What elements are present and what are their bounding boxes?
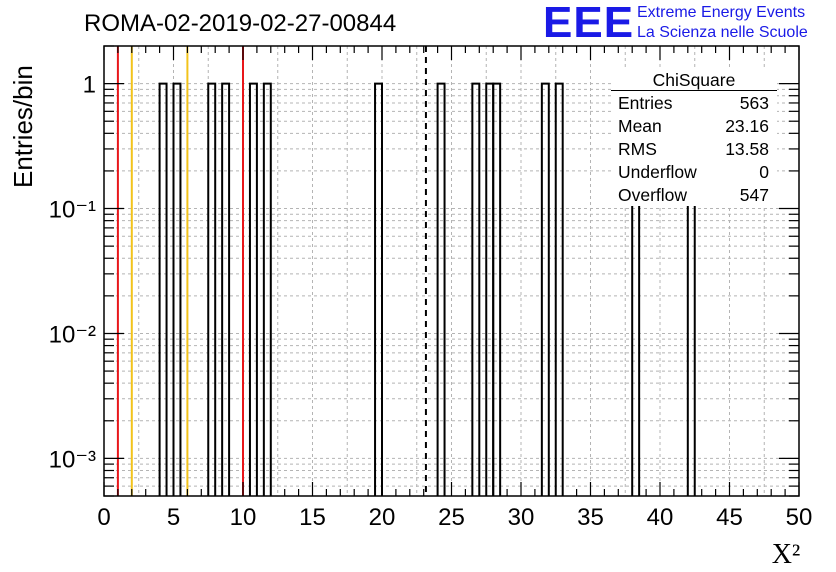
logo-line-1: Extreme Energy Events	[637, 4, 806, 21]
x-tick-label: 5	[167, 504, 180, 531]
x-tick-label: 0	[97, 504, 110, 531]
histogram-bar	[158, 82, 168, 496]
stats-value: 563	[739, 93, 769, 113]
x-tick-label: 20	[369, 504, 396, 531]
stats-value: 13.58	[725, 139, 769, 159]
stats-box: ChiSquare Entries 563 Mean 23.16 RMS 13.…	[611, 70, 777, 206]
stats-row-rms: RMS 13.58	[618, 139, 769, 161]
x-tick-label: 25	[438, 504, 465, 531]
tick-labels: 0 5 10 15 20 25 30 35 40 45 50 1 10⁻¹ 10⁻² 10⁻³	[49, 72, 813, 531]
stats-value: 0	[759, 162, 769, 182]
histogram-bar	[540, 82, 550, 496]
x-axis-label: X²	[772, 539, 801, 570]
histogram-bar	[262, 82, 272, 496]
stats-title: ChiSquare	[652, 70, 736, 90]
y-axis-label: Entries/bin	[8, 65, 38, 188]
x-tick-label: 45	[716, 504, 743, 531]
y-tick-label: 10⁻¹	[49, 197, 96, 224]
histogram-bar	[172, 82, 182, 496]
axis-ticks	[103, 45, 800, 497]
stats-row-overflow: Overflow 547	[618, 185, 769, 207]
histogram-bar	[485, 82, 495, 496]
stats-label: Underflow	[618, 162, 697, 182]
y-tick-label: 10⁻²	[49, 321, 96, 348]
histogram-bar	[554, 82, 564, 496]
histogram-bar	[207, 82, 217, 496]
histogram-bar	[436, 82, 446, 496]
stats-value: 547	[739, 185, 769, 205]
x-tick-label: 50	[786, 504, 813, 531]
x-tick-label: 35	[577, 504, 604, 531]
stats-label: Overflow	[618, 185, 688, 205]
chart-title: ROMA-02-2019-02-27-00844	[84, 10, 397, 37]
y-tick-label: 1	[83, 72, 96, 99]
x-tick-label: 30	[508, 504, 535, 531]
y-tick-label: 10⁻³	[49, 446, 96, 473]
reference-lines	[116, 46, 427, 496]
logo-line-2: La Scienza nelle Scuole	[637, 24, 808, 41]
stats-divider	[611, 90, 777, 91]
histogram-bar	[374, 82, 383, 496]
histogram-bar	[221, 82, 231, 496]
stats-row-underflow: Underflow 0	[618, 162, 769, 184]
stats-label: RMS	[618, 139, 657, 159]
stats-label: Mean	[618, 116, 662, 136]
histogram-bar	[248, 82, 258, 496]
x-tick-label: 40	[647, 504, 674, 531]
eee-logo: EEE	[543, 0, 635, 47]
histogram-bar	[471, 82, 481, 496]
stats-row-entries: Entries 563	[618, 93, 769, 115]
histogram-bar	[492, 82, 502, 496]
stats-label: Entries	[618, 93, 673, 113]
stats-value: 23.16	[725, 116, 769, 136]
x-tick-label: 10	[230, 504, 257, 531]
x-tick-label: 15	[299, 504, 326, 531]
stats-row-mean: Mean 23.16	[618, 116, 769, 138]
